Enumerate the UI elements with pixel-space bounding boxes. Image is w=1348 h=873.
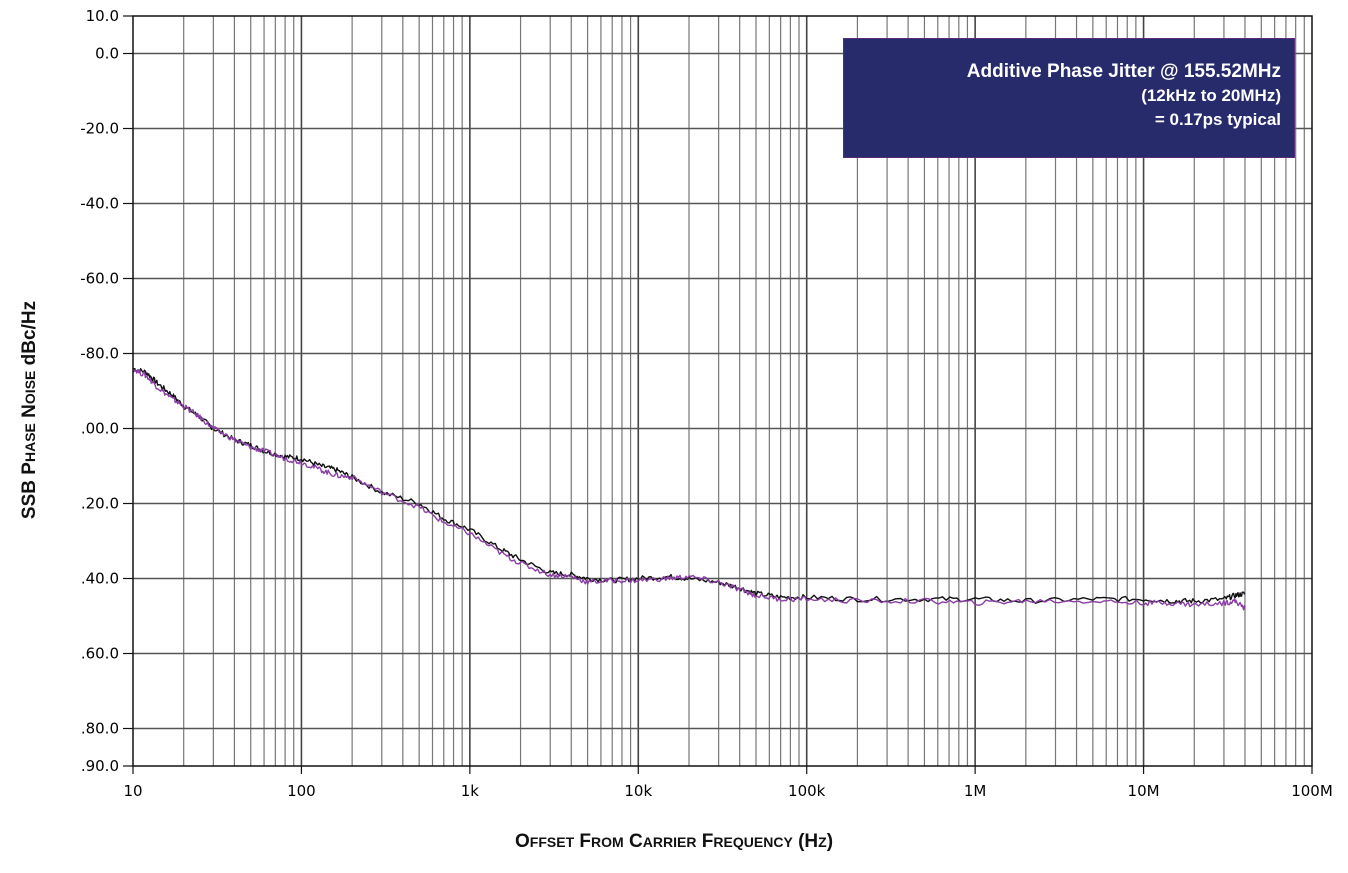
y-tick-label: .60.0 xyxy=(81,645,119,663)
y-tick-label: .80.0 xyxy=(81,720,119,738)
y-tick-label: 0.0 xyxy=(95,45,119,63)
x-tick-label: 100 xyxy=(287,782,316,800)
y-tick-label: -20.0 xyxy=(80,120,119,138)
y-tick-label: .00.0 xyxy=(81,420,119,438)
annotation-line-3: = 0.17ps typical xyxy=(1154,110,1281,129)
y-tick-label: -80.0 xyxy=(80,345,119,363)
x-tick-label: 100k xyxy=(788,782,826,800)
annotation-box: Additive Phase Jitter @ 155.52MHz (12kHz… xyxy=(843,38,1295,158)
y-axis-ticks: 10.0 0.0 -20.0 -40.0 -60.0 -80.0 .00.0 .20.0 .40… xyxy=(80,7,133,775)
series-line-2 xyxy=(132,368,1246,611)
y-tick-label: -60.0 xyxy=(80,270,119,288)
y-tick-label: .90.0 xyxy=(81,757,119,775)
y-tick-label: -40.0 xyxy=(80,195,119,213)
x-tick-label: 1M xyxy=(964,782,987,800)
annotation-line-2: (12kHz to 20MHz) xyxy=(1141,86,1281,105)
plot-frame xyxy=(132,15,1313,767)
annotation-line-1: Additive Phase Jitter @ 155.52MHz xyxy=(966,61,1281,82)
series-layer xyxy=(132,367,1246,611)
y-tick-label: .40.0 xyxy=(81,570,119,588)
y-tick-label: .20.0 xyxy=(81,495,119,513)
x-tick-label: 100M xyxy=(1291,782,1333,800)
y-axis-label: SSB PHASE NOISE dBc/Hz xyxy=(19,300,40,520)
x-tick-label: 10M xyxy=(1128,782,1160,800)
x-tick-label: 10 xyxy=(123,782,142,800)
y-tick-label: 10.0 xyxy=(86,7,119,25)
x-tick-label: 1k xyxy=(461,782,480,800)
grid-lines xyxy=(133,16,1312,766)
x-tick-label: 10k xyxy=(624,782,652,800)
x-axis-label: OFFSET FROM CARRIER FREQUENCY (HZ) xyxy=(514,831,834,852)
x-axis-ticks: 10 100 1k 10k 100k 1M 10M 100M xyxy=(123,766,1333,800)
